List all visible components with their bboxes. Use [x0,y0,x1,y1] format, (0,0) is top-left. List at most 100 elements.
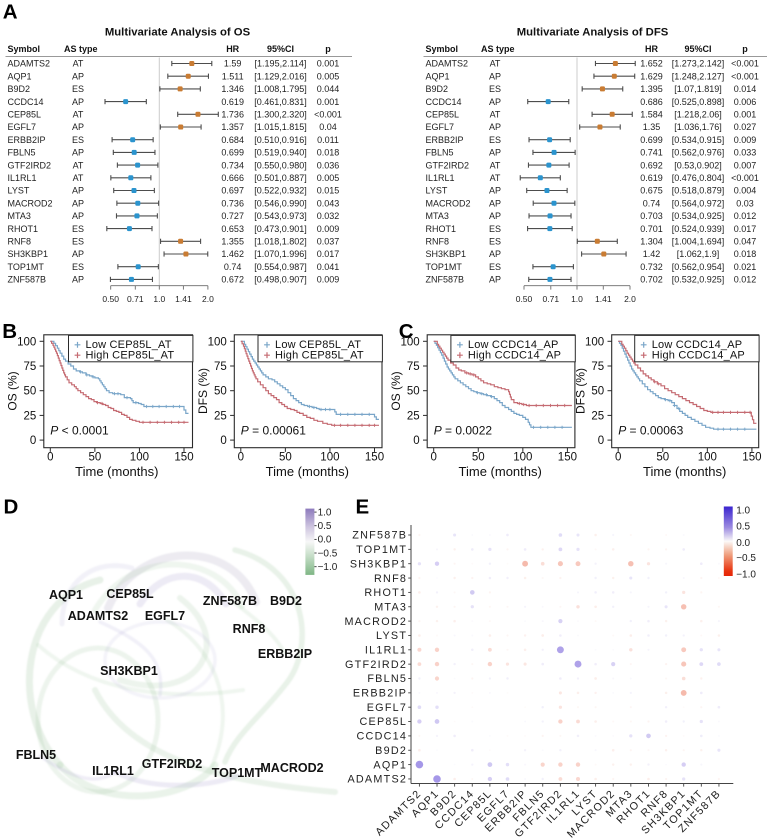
svg-text:ERBB2IP: ERBB2IP [8,135,46,145]
svg-text:1.41: 1.41 [175,294,192,304]
svg-text:B9D2: B9D2 [8,84,31,94]
svg-text:0.71: 0.71 [543,294,560,304]
svg-text:A: A [3,1,18,24]
svg-text:AP: AP [489,211,501,221]
svg-text:1.42: 1.42 [643,249,661,259]
svg-text:1.0: 1.0 [736,506,750,517]
svg-text:0.036: 0.036 [317,160,340,170]
svg-text:0.047: 0.047 [734,237,757,247]
svg-text:0.012: 0.012 [734,275,757,285]
svg-text:2.0: 2.0 [202,294,214,304]
svg-text:<0.001: <0.001 [731,59,759,69]
svg-text:[0.522,0.932]: [0.522,0.932] [254,186,307,196]
svg-text:AT: AT [490,110,501,120]
svg-text:High CCDC14_AP: High CCDC14_AP [652,350,745,362]
svg-text:IL1RL1: IL1RL1 [426,173,455,183]
svg-text:Time (months): Time (months) [266,464,349,479]
svg-text:ES: ES [72,262,84,272]
svg-text:[1.015,1.815]: [1.015,1.815] [254,122,307,132]
svg-text:ES: ES [72,84,84,94]
svg-text:75: 75 [591,361,604,373]
svg-text:Low CCDC14_AP: Low CCDC14_AP [468,339,559,351]
svg-text:75: 75 [214,361,227,373]
svg-text:AP: AP [489,148,501,158]
svg-text:C: C [399,320,414,343]
svg-text:CEP85L: CEP85L [8,110,42,120]
svg-text:0.684: 0.684 [221,135,244,145]
svg-text:100: 100 [513,452,532,464]
svg-text:p: p [325,44,331,54]
svg-text:EGFL7: EGFL7 [8,122,37,132]
svg-text:ERBB2IP: ERBB2IP [353,688,407,700]
svg-text:0.619: 0.619 [221,97,244,107]
svg-text:AQP1: AQP1 [49,588,83,602]
svg-text:0: 0 [220,435,226,447]
svg-text:0.018: 0.018 [317,148,340,158]
svg-text:CCDC14: CCDC14 [426,97,462,107]
svg-text:TOP1MT: TOP1MT [356,544,407,556]
svg-text:0.043: 0.043 [317,198,340,208]
svg-text:0: 0 [47,452,53,464]
svg-text:AP: AP [489,122,501,132]
svg-text:75: 75 [24,361,37,373]
svg-text:0.653: 0.653 [221,224,244,234]
svg-text:ES: ES [72,135,84,145]
svg-text:[0.476,0.804]: [0.476,0.804] [672,173,725,183]
svg-text:SH3KBP1: SH3KBP1 [426,249,467,259]
svg-text:SH3KBP1: SH3KBP1 [8,249,49,259]
svg-text:[0.543,0.973]: [0.543,0.973] [254,211,307,221]
svg-text:FBLN5: FBLN5 [8,148,36,158]
svg-text:100: 100 [130,452,149,464]
svg-text:0.734: 0.734 [221,160,244,170]
svg-text:0.037: 0.037 [317,237,340,247]
svg-text:AQP1: AQP1 [373,759,407,771]
svg-text:LYST: LYST [426,186,448,196]
svg-text:B9D2: B9D2 [270,594,302,608]
svg-text:AT: AT [73,59,84,69]
svg-text:AT: AT [490,173,501,183]
svg-text:CCDC14: CCDC14 [356,731,407,743]
svg-text:AP: AP [489,71,501,81]
svg-text:AP: AP [489,249,501,259]
svg-text:0.04: 0.04 [319,122,337,132]
svg-text:MACROD2: MACROD2 [8,198,53,208]
svg-text:OS (%): OS (%) [389,371,403,410]
svg-text:1.0: 1.0 [153,294,165,304]
svg-text:0.006: 0.006 [734,97,757,107]
svg-text:AT: AT [490,59,501,69]
svg-text:HR: HR [645,44,658,54]
svg-text:[1.036,1.76]: [1.036,1.76] [674,122,722,132]
svg-text:1.652: 1.652 [640,59,663,69]
svg-text:Symbol: Symbol [8,44,41,54]
svg-text:MACROD2: MACROD2 [426,198,471,208]
svg-text:[1.004,1.694]: [1.004,1.694] [672,237,725,247]
svg-text:1.304: 1.304 [640,237,663,247]
svg-text:0.74: 0.74 [224,262,242,272]
svg-text:AP: AP [72,186,84,196]
svg-text:[0.554,0.987]: [0.554,0.987] [254,262,307,272]
svg-text:Time (months): Time (months) [459,464,542,479]
svg-text:AP: AP [72,275,84,285]
svg-text:0: 0 [30,435,36,447]
svg-text:[1.070,1.996]: [1.070,1.996] [254,249,307,259]
svg-text:0.018: 0.018 [734,249,757,259]
svg-text:25: 25 [407,410,420,422]
svg-text:P = 0.00063: P = 0.00063 [618,424,683,438]
svg-text:[1.273,2.142]: [1.273,2.142] [672,59,725,69]
svg-text:50: 50 [407,386,420,398]
svg-text:AP: AP [72,97,84,107]
svg-text:Low CEP85L_AT: Low CEP85L_AT [86,339,172,351]
svg-text:B9D2: B9D2 [426,84,449,94]
svg-text:0.50: 0.50 [102,294,119,304]
svg-text:[0.525,0.898]: [0.525,0.898] [672,97,725,107]
svg-text:FBLN5: FBLN5 [16,748,56,762]
svg-text:AP: AP [489,275,501,285]
svg-text:ZNF587B: ZNF587B [203,594,257,608]
svg-text:RNF8: RNF8 [8,237,32,247]
svg-text:AP: AP [72,71,84,81]
svg-text:0.702: 0.702 [640,275,663,285]
svg-text:ES: ES [489,84,501,94]
svg-text:RHOT1: RHOT1 [426,224,457,234]
svg-text:0.005: 0.005 [317,71,340,81]
svg-text:AP: AP [72,122,84,132]
